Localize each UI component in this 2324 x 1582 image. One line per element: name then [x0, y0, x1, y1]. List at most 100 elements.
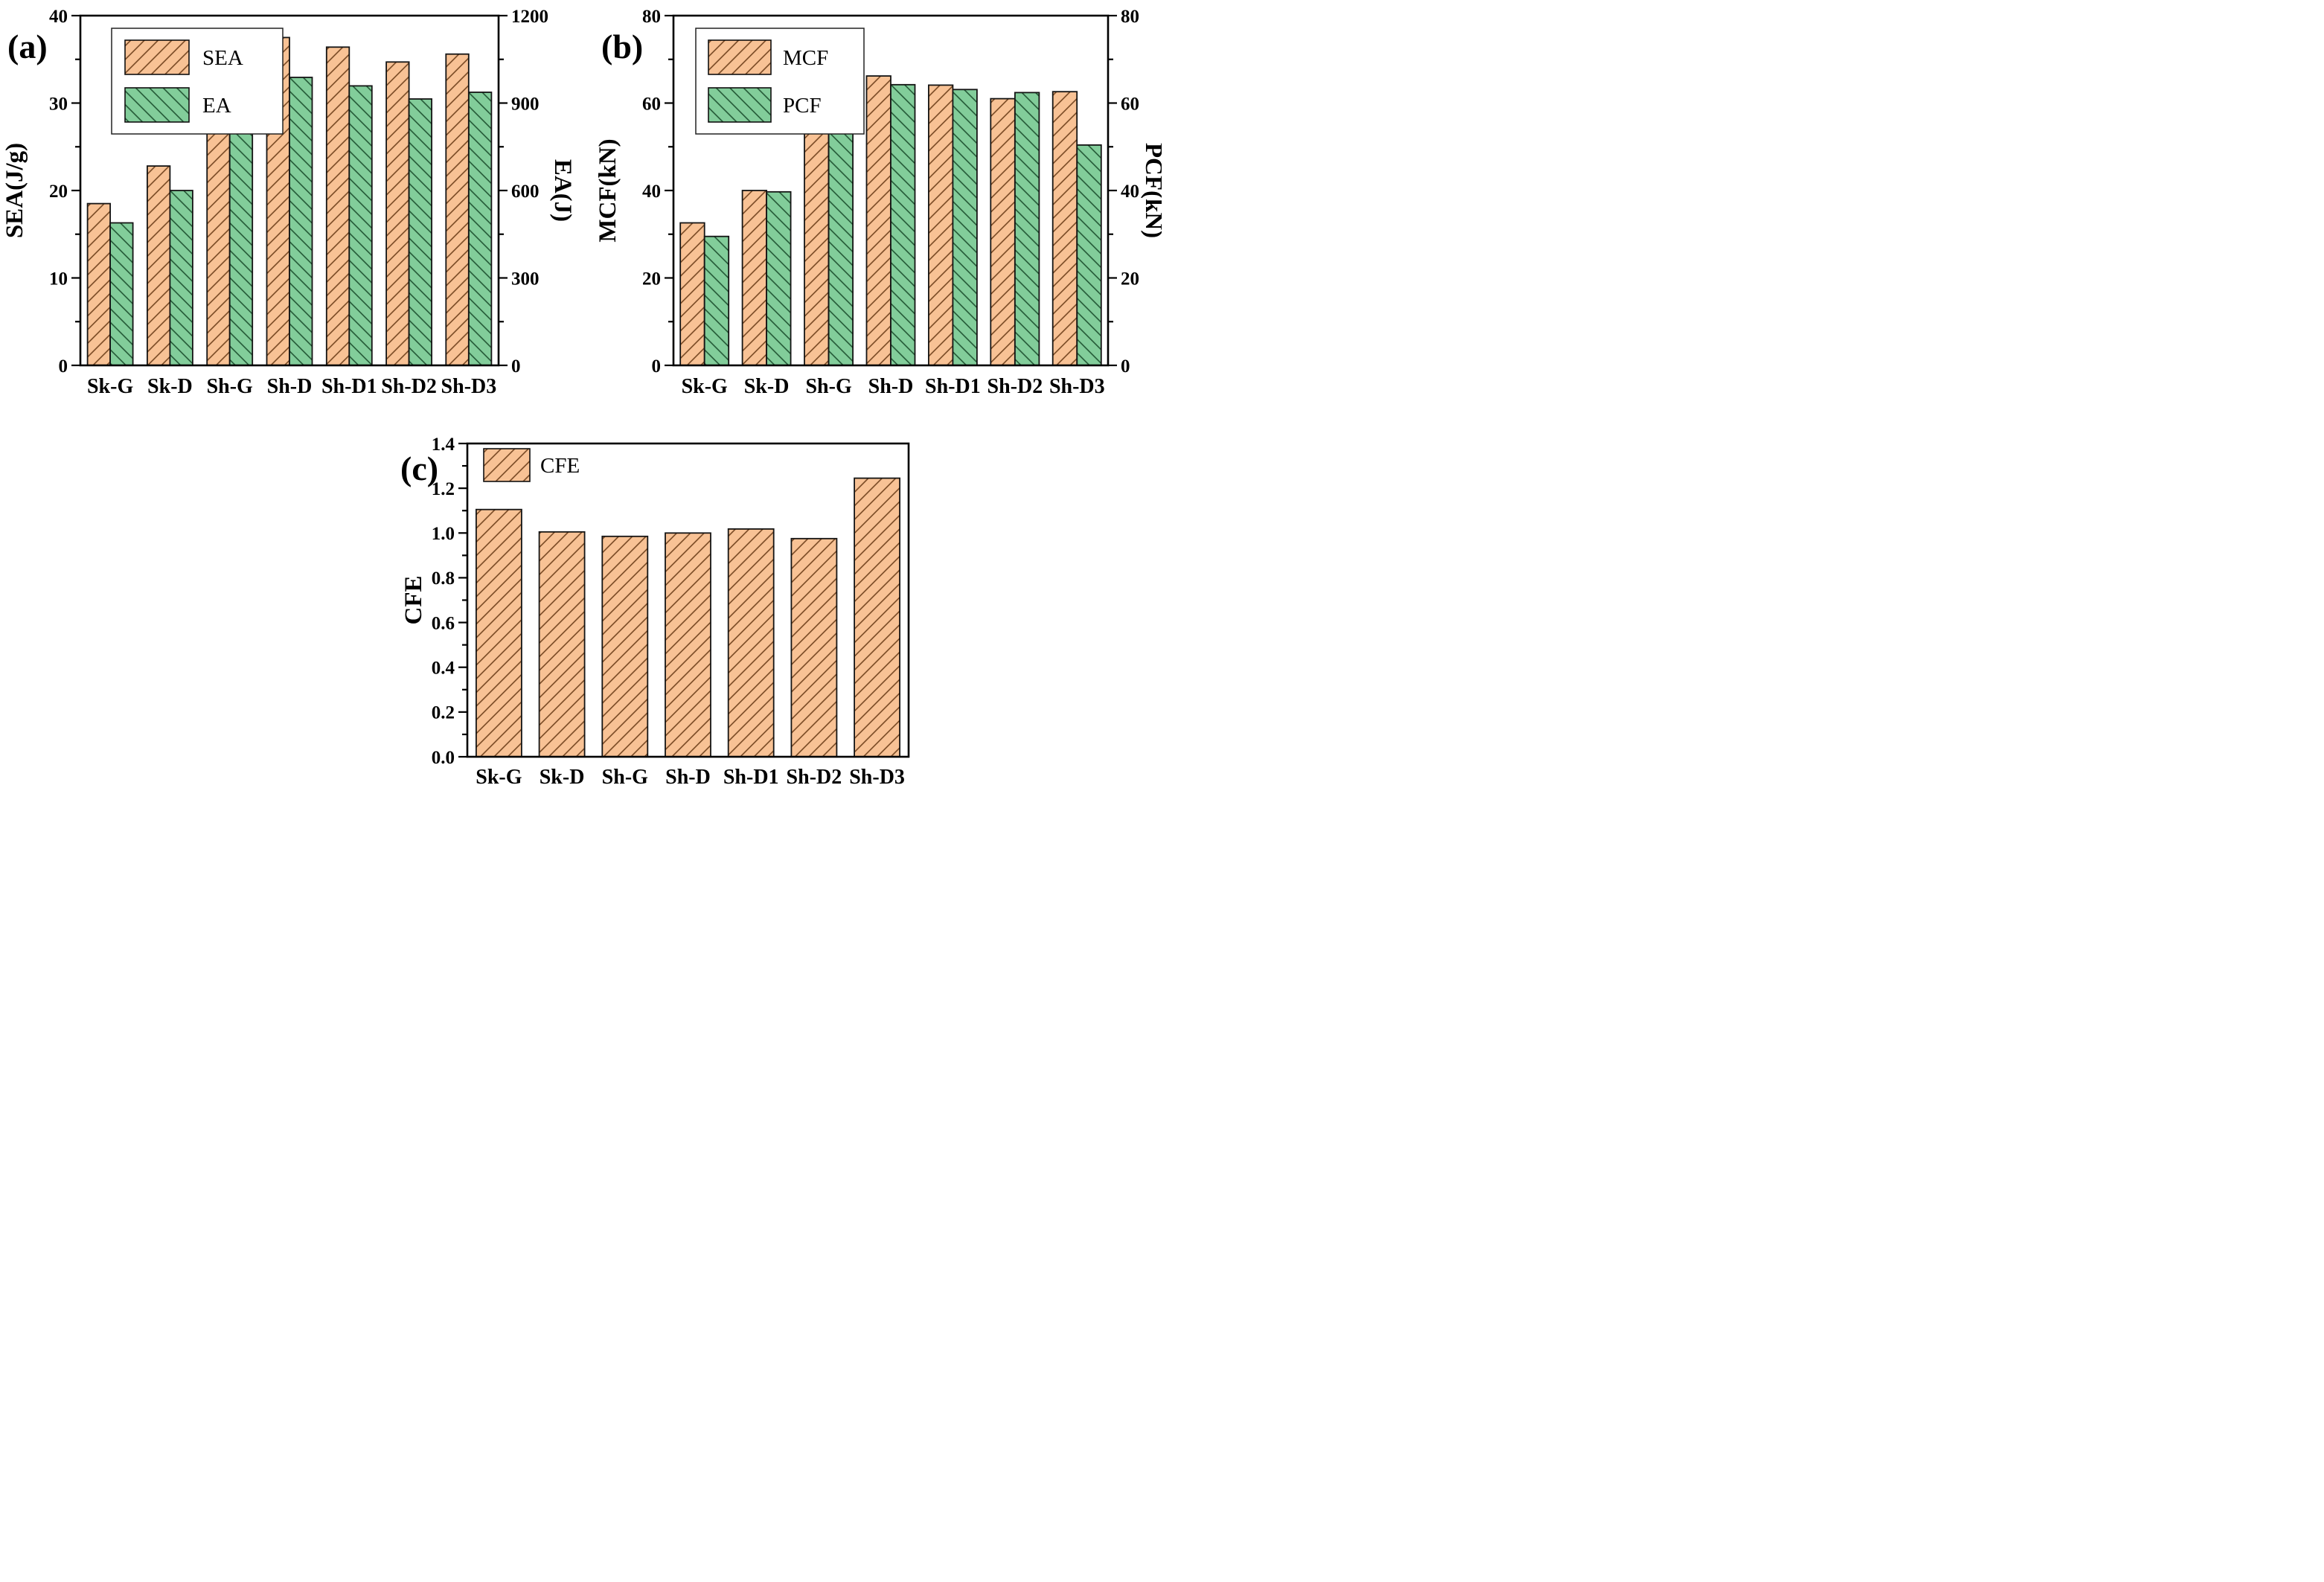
tick-label-left-1.0: 1.0 — [432, 524, 455, 544]
panel-label-(b): (b) — [601, 28, 643, 65]
tick-label-right-1200: 1200 — [511, 7, 548, 27]
bar-SEA-Sh-D3 — [445, 53, 470, 366]
bar-SEA-Sh-D2 — [385, 61, 410, 366]
tick-label-left-1.2: 1.2 — [432, 479, 455, 499]
chart-panel-b-mcf-pcf: 0 20 40 60 80 0 20 40 60 80 Sk-G Sk-D Sh-G Sh-D Sh-D1 S… — [580, 0, 1167, 406]
tick-label-right-300: 300 — [511, 269, 540, 289]
bar-PCF-Sh-D1 — [952, 89, 978, 366]
category-label-Sh-D: Sh-D — [267, 375, 313, 398]
category-label-Sh-D2: Sh-D2 — [787, 766, 842, 789]
tick-label-left-40: 40 — [49, 7, 68, 27]
bar-CFE-Sk-G — [476, 508, 522, 758]
category-label-Sh-D3: Sh-D3 — [1049, 375, 1105, 398]
bar-PCF-Sh-D3 — [1076, 144, 1102, 366]
tick-label-right-20: 20 — [1121, 269, 1139, 289]
category-label-Sh-D1: Sh-D1 — [723, 766, 779, 789]
category-label-Sh-D2: Sh-D2 — [987, 375, 1043, 398]
legend-label-EA: EA — [202, 94, 231, 118]
tick-label-left-0.2: 0.2 — [432, 703, 455, 723]
category-label-Sk-D: Sk-D — [744, 375, 790, 398]
category-label-Sk-G: Sk-G — [87, 375, 133, 398]
left-axis-title: SEA(J/g) — [1, 143, 28, 238]
tick-label-right-0: 0 — [1121, 356, 1130, 377]
tick-label-left-10: 10 — [49, 269, 68, 289]
bar-MCF-Sh-D — [865, 75, 891, 366]
left-axis-title: MCF(kN) — [595, 138, 621, 242]
tick-label-right-900: 900 — [511, 94, 540, 114]
right-axis-title: EA(J) — [549, 159, 576, 222]
category-label-Sk-D: Sk-D — [147, 375, 193, 398]
category-label-Sh-G: Sh-G — [602, 766, 648, 789]
tick-label-right-40: 40 — [1121, 182, 1139, 202]
tick-label-left-0.6: 0.6 — [432, 613, 455, 633]
legend-label-MCF: MCF — [783, 46, 828, 70]
bar-EA-Sh-G — [228, 112, 254, 366]
bar-EA-Sh-D1 — [348, 85, 373, 366]
chart-svg-(b): 0 20 40 60 80 0 20 40 60 80 Sk-G Sk-D Sh-G Sh-D Sh-D1 S… — [595, 7, 1167, 398]
bar-EA-Sk-D — [169, 190, 193, 366]
category-label-Sh-G: Sh-G — [207, 375, 253, 398]
tick-label-left-0: 0 — [59, 356, 68, 377]
chart-svg-(a): 0 10 20 30 40 0 300 600 900 1200 Sk-G Sk-D Sh-G Sh-D S… — [1, 7, 576, 398]
bar-SEA-Sh-D1 — [325, 46, 350, 366]
bar-PCF-Sh-G — [828, 108, 854, 366]
legend-label-CFE: CFE — [540, 454, 580, 478]
category-label-Sh-D2: Sh-D2 — [381, 375, 437, 398]
legend-swatch-CFE — [483, 448, 531, 482]
tick-label-left-20: 20 — [49, 182, 68, 202]
panel-label-(c): (c) — [400, 449, 438, 487]
tick-label-left-80: 80 — [642, 7, 661, 27]
bar-CFE-Sk-D — [538, 531, 586, 758]
tick-label-left-20: 20 — [642, 269, 661, 289]
bar-PCF-Sh-D — [890, 83, 916, 366]
tick-label-left-0.0: 0.0 — [432, 748, 455, 768]
category-label-Sh-D1: Sh-D1 — [925, 375, 981, 398]
bar-EA-Sh-D2 — [408, 98, 432, 366]
tick-label-left-0: 0 — [652, 356, 662, 377]
tick-label-right-600: 600 — [511, 182, 540, 202]
figure-three-panel-bar-charts: 0 10 20 30 40 0 300 600 900 1200 Sk-G Sk-D Sh-G Sh-D S… — [0, 0, 1167, 791]
legend-label-PCF: PCF — [783, 94, 822, 118]
category-label-Sh-G: Sh-G — [805, 375, 851, 398]
bar-MCF-Sk-G — [679, 222, 705, 366]
left-axis-title: CFE — [400, 576, 427, 625]
bar-SEA-Sk-G — [86, 202, 111, 366]
bar-MCF-Sh-D2 — [990, 97, 1016, 366]
chart-svg-(c): 0.0 0.2 0.4 0.6 0.8 1.0 1.2 1.4 Sk-G Sk-D Sh-G Sh-D… — [400, 435, 910, 789]
bar-CFE-Sh-D3 — [854, 477, 900, 758]
chart-panel-c-cfe: 0.0 0.2 0.4 0.6 0.8 1.0 1.2 1.4 Sk-G Sk-D Sh-G Sh-D… — [387, 406, 923, 791]
tick-label-right-80: 80 — [1121, 7, 1139, 27]
category-label-Sh-D: Sh-D — [868, 375, 914, 398]
bar-EA-Sh-D — [289, 77, 313, 366]
legend-swatch-PCF — [708, 87, 772, 123]
legend-swatch-SEA — [124, 39, 190, 75]
tick-label-left-40: 40 — [642, 182, 661, 202]
chart-panel-a-sea-ea: 0 10 20 30 40 0 300 600 900 1200 Sk-G Sk-D Sh-G Sh-D S… — [0, 0, 580, 406]
bar-EA-Sk-G — [109, 222, 134, 366]
bar-CFE-Sh-G — [601, 535, 649, 758]
category-label-Sh-D1: Sh-D1 — [321, 375, 377, 398]
panel-label-(a): (a) — [7, 28, 48, 65]
right-axis-title: PCF(kN) — [1140, 143, 1162, 238]
bar-PCF-Sh-D2 — [1014, 92, 1040, 366]
bar-MCF-Sh-D1 — [927, 84, 954, 366]
bar-MCF-Sh-D3 — [1051, 91, 1078, 366]
category-label-Sh-D: Sh-D — [665, 766, 711, 789]
category-label-Sk-G: Sk-G — [682, 375, 728, 398]
bar-CFE-Sh-D1 — [727, 528, 775, 758]
tick-label-left-0.8: 0.8 — [432, 569, 455, 589]
tick-label-left-60: 60 — [642, 94, 661, 114]
bar-PCF-Sk-D — [766, 190, 792, 366]
bar-MCF-Sh-G — [804, 112, 830, 366]
category-label-Sk-D: Sk-D — [540, 766, 585, 789]
tick-label-left-1.4: 1.4 — [432, 435, 455, 455]
legend-swatch-EA — [124, 87, 190, 123]
bar-PCF-Sk-G — [703, 235, 730, 366]
bar-CFE-Sh-D2 — [790, 537, 838, 758]
bar-EA-Sh-D3 — [468, 92, 493, 366]
category-label-Sk-G: Sk-G — [476, 766, 522, 789]
bar-CFE-Sh-D — [665, 532, 711, 758]
category-label-Sh-D3: Sh-D3 — [849, 766, 905, 789]
tick-label-left-30: 30 — [49, 94, 68, 114]
tick-label-right-0: 0 — [511, 356, 521, 377]
